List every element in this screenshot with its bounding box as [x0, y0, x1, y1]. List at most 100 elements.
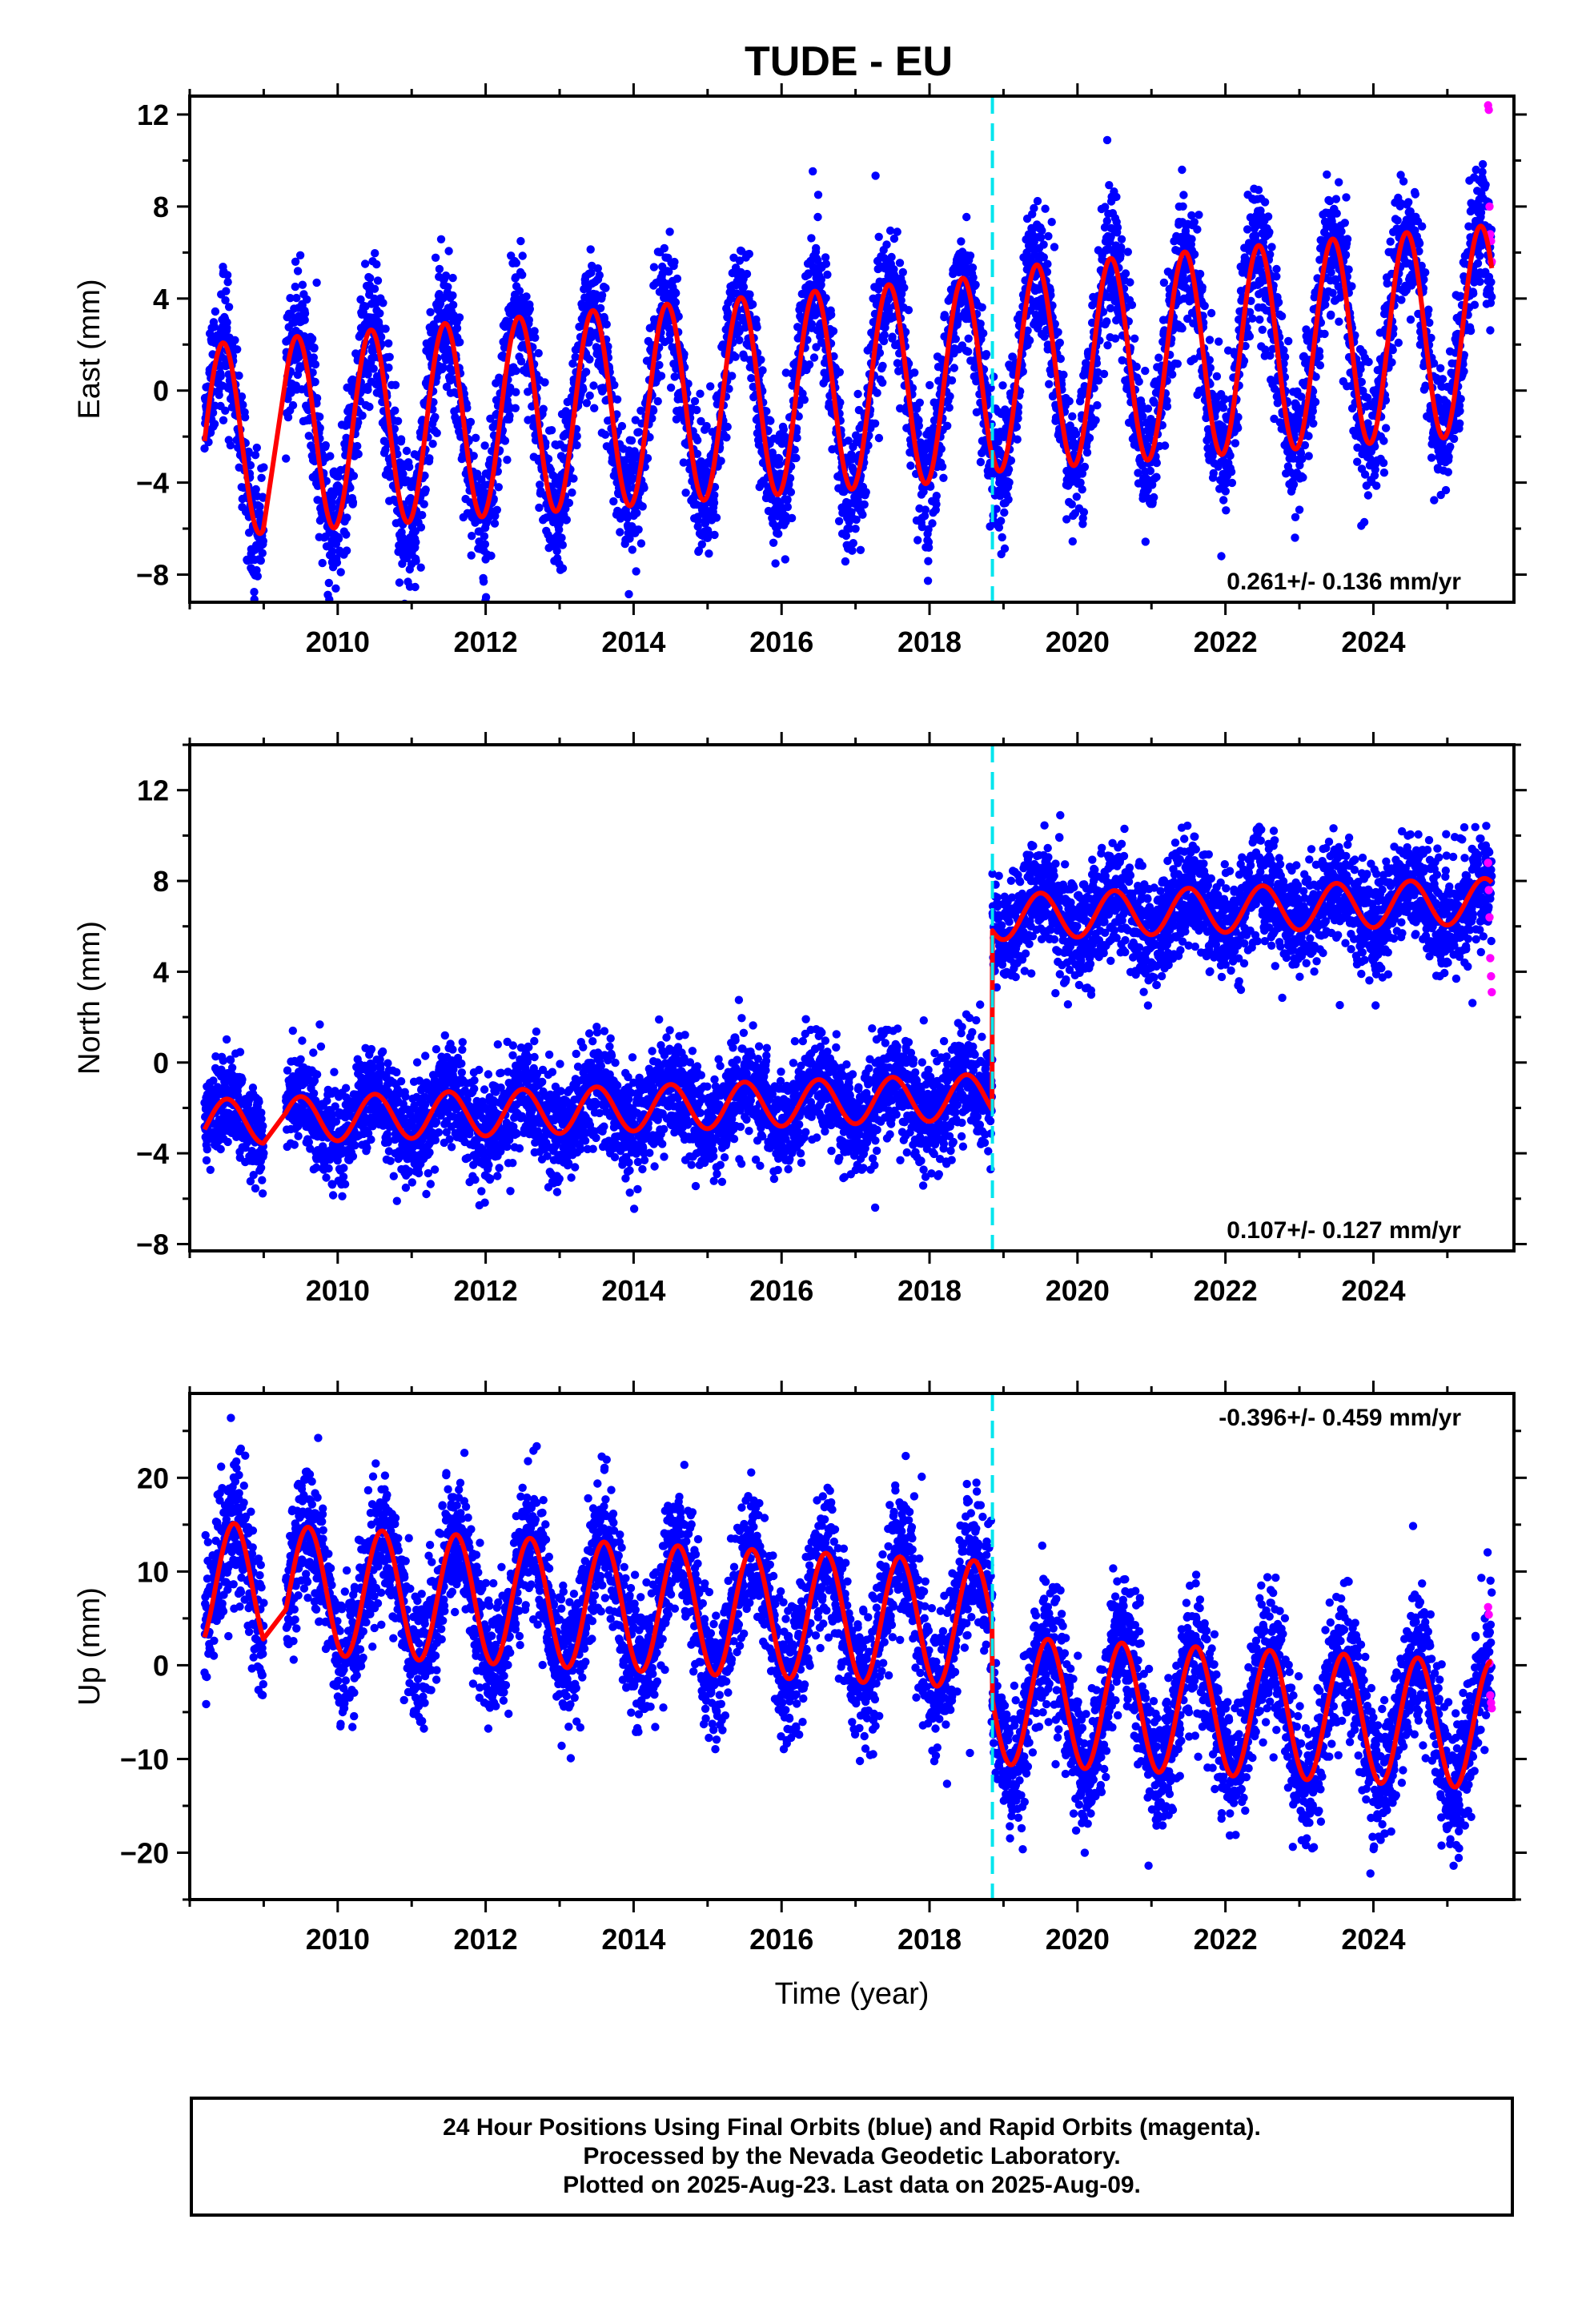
- final-orbit-point: [870, 419, 880, 428]
- final-orbit-point: [766, 416, 775, 425]
- final-orbit-point: [976, 457, 986, 467]
- final-orbit-point: [1263, 212, 1273, 221]
- final-orbit-point: [372, 259, 381, 269]
- final-orbit-point: [923, 577, 933, 585]
- final-orbit-point: [813, 212, 822, 222]
- final-orbit-point: [673, 274, 682, 283]
- final-orbit-point: [420, 471, 429, 480]
- final-orbit-point: [244, 447, 253, 456]
- final-orbit-point: [710, 491, 719, 500]
- final-orbit-point: [448, 273, 457, 283]
- final-orbit-point: [259, 537, 267, 545]
- final-orbit-point: [596, 304, 605, 312]
- final-orbit-point: [722, 433, 731, 442]
- final-orbit-point: [360, 259, 370, 268]
- final-orbit-point: [1080, 462, 1090, 472]
- final-orbit-point: [997, 517, 1006, 525]
- final-orbit-point: [656, 372, 666, 380]
- final-orbit-point: [625, 534, 634, 543]
- final-orbit-point: [969, 273, 978, 282]
- final-orbit-point: [1055, 338, 1065, 348]
- final-orbit-point: [786, 488, 796, 497]
- final-orbit-point: [384, 363, 393, 372]
- final-orbit-point: [964, 347, 973, 356]
- final-orbit-point: [522, 292, 531, 301]
- final-orbit-point: [512, 388, 520, 396]
- final-orbit-point: [1110, 334, 1120, 343]
- final-orbit-point: [1038, 226, 1046, 235]
- final-orbit-point: [978, 303, 986, 312]
- final-orbit-point: [558, 564, 568, 573]
- final-orbit-point: [1272, 272, 1281, 281]
- final-orbit-point: [634, 428, 644, 436]
- final-orbit-point: [853, 389, 862, 399]
- final-orbit-point: [1160, 441, 1170, 450]
- final-orbit-point: [860, 500, 869, 509]
- final-orbit-point: [1102, 135, 1112, 145]
- final-orbit-point: [221, 406, 230, 415]
- final-orbit-point: [221, 296, 230, 305]
- final-orbit-point: [706, 382, 715, 391]
- final-orbit-point: [332, 558, 342, 567]
- final-orbit-point: [745, 249, 753, 259]
- final-orbit-point: [516, 236, 525, 246]
- final-orbit-point: [585, 355, 594, 364]
- final-orbit-point: [595, 271, 604, 279]
- final-orbit-point: [490, 519, 500, 528]
- final-orbit-point: [416, 523, 426, 532]
- final-orbit-point: [286, 294, 295, 303]
- final-orbit-point: [812, 243, 821, 253]
- final-orbit-point: [441, 271, 451, 280]
- final-orbit-point: [525, 304, 534, 314]
- final-orbit-point: [492, 505, 501, 514]
- final-orbit-point: [512, 259, 520, 267]
- final-orbit-point: [612, 395, 622, 404]
- final-orbit-point: [420, 500, 428, 509]
- final-orbit-point: [735, 336, 744, 344]
- final-orbit-point: [1117, 243, 1126, 252]
- final-orbit-point: [712, 513, 721, 522]
- final-orbit-point: [455, 313, 464, 322]
- final-orbit-point: [436, 235, 446, 243]
- final-orbit-point: [793, 433, 801, 443]
- final-orbit-point: [783, 495, 792, 504]
- final-orbit-point: [945, 403, 954, 412]
- final-orbit-point: [552, 546, 561, 556]
- final-orbit-point: [1234, 412, 1243, 422]
- final-orbit-point: [365, 402, 374, 412]
- final-orbit-point: [300, 316, 309, 324]
- final-orbit-point: [503, 456, 512, 464]
- final-orbit-point: [562, 515, 571, 525]
- final-orbit-point: [623, 513, 632, 522]
- final-orbit-point: [693, 516, 703, 525]
- final-orbit-point: [399, 469, 408, 478]
- final-orbit-point: [258, 549, 267, 557]
- final-orbit-point: [745, 290, 754, 299]
- final-orbit-points-east: [200, 135, 1496, 602]
- final-orbit-point: [640, 484, 648, 493]
- final-orbit-point: [318, 558, 327, 568]
- final-orbit-point: [1056, 354, 1066, 364]
- final-orbit-point: [479, 577, 488, 586]
- final-orbit-point: [395, 578, 404, 587]
- final-orbit-point: [968, 263, 978, 272]
- final-orbit-point: [660, 243, 669, 253]
- final-orbit-point: [1091, 416, 1100, 424]
- final-orbit-point: [468, 532, 476, 541]
- final-orbit-point: [887, 252, 896, 262]
- final-orbit-point: [769, 538, 778, 547]
- final-orbit-point: [665, 336, 674, 344]
- final-orbit-point: [1065, 396, 1074, 406]
- final-orbit-point: [466, 417, 476, 427]
- final-orbit-point: [648, 414, 656, 423]
- final-orbit-point: [775, 460, 784, 468]
- final-orbit-point: [405, 462, 414, 472]
- final-orbit-point: [1102, 317, 1111, 326]
- final-orbit-point: [581, 368, 591, 376]
- final-orbit-point: [1102, 216, 1112, 226]
- final-orbit-point: [428, 440, 437, 448]
- final-orbit-point: [210, 323, 219, 332]
- panels: 2010 2012 2014 2016 2018 2020 2022 2024−8−40481…: [73, 83, 1527, 2011]
- final-orbit-point: [928, 519, 937, 528]
- final-orbit-point: [531, 333, 540, 342]
